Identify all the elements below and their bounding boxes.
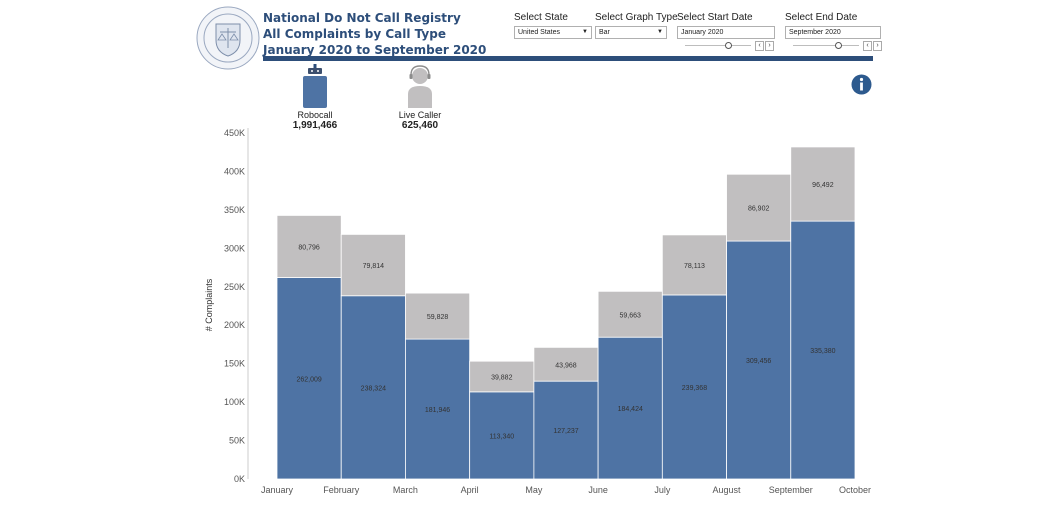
legend-robocall-name: Robocall: [297, 110, 333, 120]
bar-live-caller[interactable]: [340, 233, 406, 297]
y-tick-label: 200K: [224, 320, 245, 330]
robot-icon: [303, 64, 327, 108]
bar-robocall[interactable]: [790, 220, 856, 480]
bar-label-robocall: 309,456: [746, 358, 771, 365]
slider-track: [793, 45, 859, 46]
state-control: Select State United States ▼: [514, 12, 592, 39]
y-tick-label: 100K: [224, 397, 245, 407]
bar-label-robocall: 239,368: [682, 385, 707, 392]
bar-label-live-caller: 86,902: [748, 206, 770, 213]
info-icon[interactable]: [851, 74, 872, 95]
chevron-down-icon: ▼: [657, 29, 663, 35]
slider-handle[interactable]: [725, 42, 732, 49]
bar-live-caller[interactable]: [405, 292, 471, 340]
y-tick-label: 50K: [229, 436, 245, 446]
x-tick-label: October: [839, 485, 871, 495]
start-date-value: January 2020: [681, 29, 724, 36]
end-date-input[interactable]: September 2020: [785, 26, 881, 39]
state-select[interactable]: United States ▼: [514, 26, 592, 39]
bar-label-live-caller: 78,113: [684, 263, 705, 270]
graph-type-select[interactable]: Bar ▼: [595, 26, 667, 39]
bar-live-caller[interactable]: [661, 234, 727, 296]
y-tick-label: 450K: [224, 128, 245, 138]
dashboard-title: National Do Not Call Registry: [263, 11, 461, 25]
step-back-icon[interactable]: ‹: [863, 41, 872, 51]
slider-track: [685, 45, 751, 46]
legend-robocall-value: 1,991,466: [292, 120, 338, 131]
bar-label-robocall: 262,009: [296, 376, 321, 383]
graph-type-select-value: Bar: [599, 29, 610, 36]
bar-label-live-caller: 79,814: [363, 263, 385, 270]
bar-live-caller[interactable]: [597, 290, 663, 338]
bar-label-robocall: 127,237: [553, 428, 578, 435]
slider-handle[interactable]: [835, 42, 842, 49]
dashboard-subtitle: All Complaints by Call Type: [263, 27, 446, 41]
y-tick-label: 400K: [224, 166, 245, 176]
x-tick-label: March: [393, 485, 418, 495]
state-label: Select State: [514, 12, 568, 23]
legend-live-caller[interactable]: Live Caller 625,460: [388, 64, 452, 131]
bar-label-live-caller: 39,882: [491, 375, 513, 382]
bar-label-live-caller: 43,968: [555, 362, 577, 369]
bar-label-live-caller: 80,796: [298, 244, 320, 251]
graph-type-control: Select Graph Type Bar ▼: [595, 12, 678, 39]
bar-label-live-caller: 59,663: [620, 312, 642, 319]
bar-label-robocall: 238,324: [361, 385, 386, 392]
graph-type-label: Select Graph Type: [595, 12, 678, 23]
chevron-down-icon: ▼: [582, 29, 588, 35]
end-date-slider[interactable]: ‹ ›: [785, 41, 882, 51]
x-tick-label: April: [461, 485, 479, 495]
bar-label-live-caller: 59,828: [427, 314, 449, 321]
state-select-value: United States: [518, 29, 561, 36]
bar-robocall[interactable]: [533, 380, 599, 480]
bar-robocall[interactable]: [726, 240, 792, 480]
title-block: National Do Not Call Registry All Compla…: [263, 10, 486, 58]
bar-label-robocall: 184,424: [618, 406, 643, 413]
bar-label-robocall: 113,340: [489, 433, 514, 440]
seal-icon: [196, 6, 260, 70]
end-date-label: Select End Date: [785, 12, 858, 23]
bar-label-robocall: 335,380: [810, 348, 835, 355]
x-tick-label: January: [261, 485, 294, 495]
bar-robocall[interactable]: [405, 338, 471, 480]
x-tick-label: May: [525, 485, 543, 495]
x-tick-label: February: [323, 485, 360, 495]
end-date-control: Select End Date September 2020 ‹ ›: [785, 12, 882, 51]
step-forward-icon[interactable]: ›: [873, 41, 882, 51]
y-tick-label: 0K: [234, 474, 245, 484]
legend-robocall[interactable]: Robocall 1,991,466: [285, 64, 345, 131]
bar-robocall[interactable]: [597, 336, 663, 480]
start-date-label: Select Start Date: [677, 12, 753, 23]
bar-live-caller[interactable]: [726, 173, 792, 242]
bar-live-caller[interactable]: [533, 346, 599, 382]
bar-robocall[interactable]: [661, 294, 727, 480]
x-tick-label: August: [713, 485, 742, 495]
legend-live-caller-name: Live Caller: [398, 110, 442, 120]
legend-live-caller-value: 625,460: [401, 120, 439, 131]
start-date-control: Select Start Date January 2020 ‹ ›: [677, 12, 775, 51]
end-date-value: September 2020: [789, 29, 841, 36]
person-headset-icon: [408, 65, 432, 108]
title-divider: [263, 56, 873, 61]
y-axis-title: # Complaints: [204, 278, 214, 331]
bar-live-caller[interactable]: [276, 215, 342, 278]
x-tick-label: June: [588, 485, 608, 495]
y-tick-label: 350K: [224, 205, 245, 215]
bar-live-caller[interactable]: [790, 146, 856, 222]
y-tick-label: 250K: [224, 282, 245, 292]
step-back-icon[interactable]: ‹: [755, 41, 764, 51]
bar-robocall[interactable]: [469, 391, 535, 480]
start-date-slider[interactable]: ‹ ›: [677, 41, 775, 51]
y-tick-label: 300K: [224, 243, 245, 253]
x-tick-label: July: [654, 485, 671, 495]
bar-label-live-caller: 96,492: [812, 182, 834, 189]
y-tick-label: 150K: [224, 359, 245, 369]
bar-label-robocall: 181,946: [425, 407, 450, 414]
start-date-input[interactable]: January 2020: [677, 26, 775, 39]
x-tick-label: September: [769, 485, 813, 495]
dashboard-date-range: January 2020 to September 2020: [263, 43, 487, 57]
step-forward-icon[interactable]: ›: [765, 41, 774, 51]
